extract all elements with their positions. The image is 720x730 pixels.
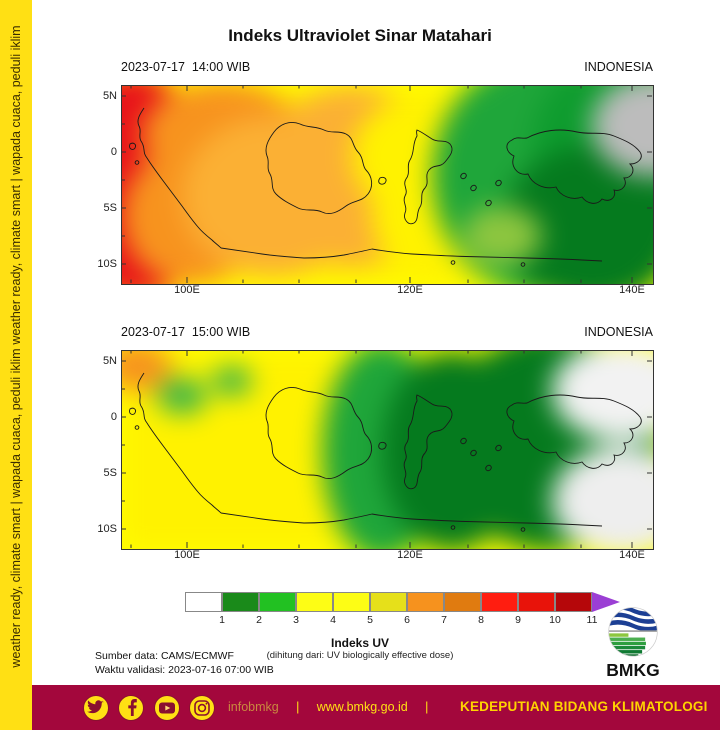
svg-text:BMKG: BMKG	[606, 660, 659, 680]
